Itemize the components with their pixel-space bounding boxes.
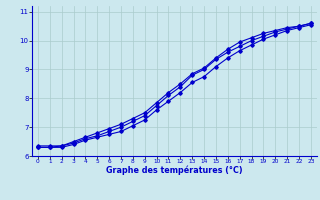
X-axis label: Graphe des températures (°C): Graphe des températures (°C) — [106, 166, 243, 175]
